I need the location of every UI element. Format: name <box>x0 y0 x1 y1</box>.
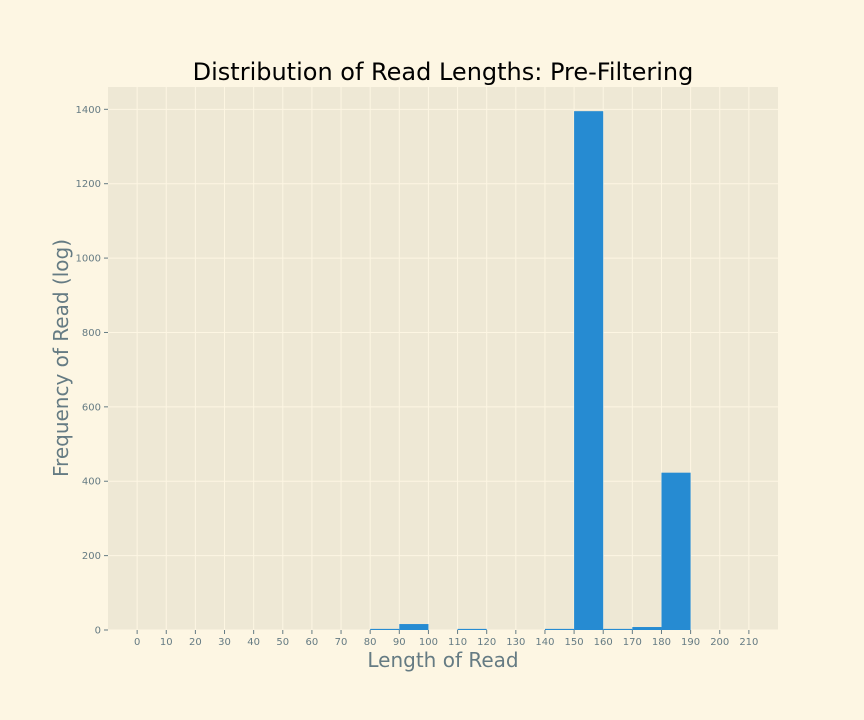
y-tick-label: 600 <box>82 402 101 413</box>
y-tick-label: 0 <box>95 626 101 637</box>
bar-150-160 <box>574 111 604 630</box>
x-axis-ticks: 0 10 20 30 40 50 60 70 80 90 100 110 120 130 140 150 160… <box>134 630 758 648</box>
x-tick-label: 10 <box>160 637 173 648</box>
x-tick-label: 120 <box>477 637 496 648</box>
x-tick-label: 50 <box>276 637 289 648</box>
bar-140-150 <box>544 628 575 630</box>
y-tick-label: 800 <box>82 328 101 339</box>
bar-160-170 <box>603 628 633 630</box>
x-tick-label: 110 <box>448 637 467 648</box>
x-tick-label: 160 <box>594 637 613 648</box>
y-tick-label: 1000 <box>76 254 101 265</box>
x-tick-label: 180 <box>652 637 671 648</box>
x-tick-label: 150 <box>565 637 584 648</box>
y-tick-label: 1200 <box>76 179 101 190</box>
x-tick-label: 190 <box>681 637 700 648</box>
y-tick-label: 1400 <box>76 105 101 116</box>
bar-180-190 <box>661 472 691 630</box>
x-tick-label: 20 <box>189 637 202 648</box>
y-axis-ticks: 0 200 400 600 800 1000 1200 1400 <box>76 105 108 637</box>
x-tick-label: 140 <box>535 637 554 648</box>
x-tick-label: 210 <box>739 637 758 648</box>
x-tick-label: 40 <box>247 637 260 648</box>
y-tick-label: 400 <box>82 477 101 488</box>
bar-110-120 <box>457 628 487 630</box>
bar-80-90 <box>370 628 400 630</box>
x-tick-label: 60 <box>306 637 319 648</box>
x-tick-label: 70 <box>335 637 348 648</box>
bars <box>370 111 691 630</box>
x-tick-label: 130 <box>506 637 525 648</box>
y-tick-label: 200 <box>82 551 101 562</box>
x-tick-label: 30 <box>218 637 231 648</box>
x-axis-label: Length of Read <box>367 648 518 672</box>
bar-170-180 <box>632 627 662 630</box>
x-tick-label: 90 <box>393 637 406 648</box>
x-tick-label: 200 <box>710 637 729 648</box>
x-tick-label: 170 <box>623 637 642 648</box>
chart-title: Distribution of Read Lengths: Pre-Filter… <box>193 58 694 86</box>
x-tick-label: 80 <box>364 637 377 648</box>
x-tick-label: 0 <box>134 637 140 648</box>
x-tick-label: 100 <box>419 637 438 648</box>
y-axis-label: Frequency of Read (log) <box>49 239 73 477</box>
bar-90-100 <box>399 624 429 630</box>
